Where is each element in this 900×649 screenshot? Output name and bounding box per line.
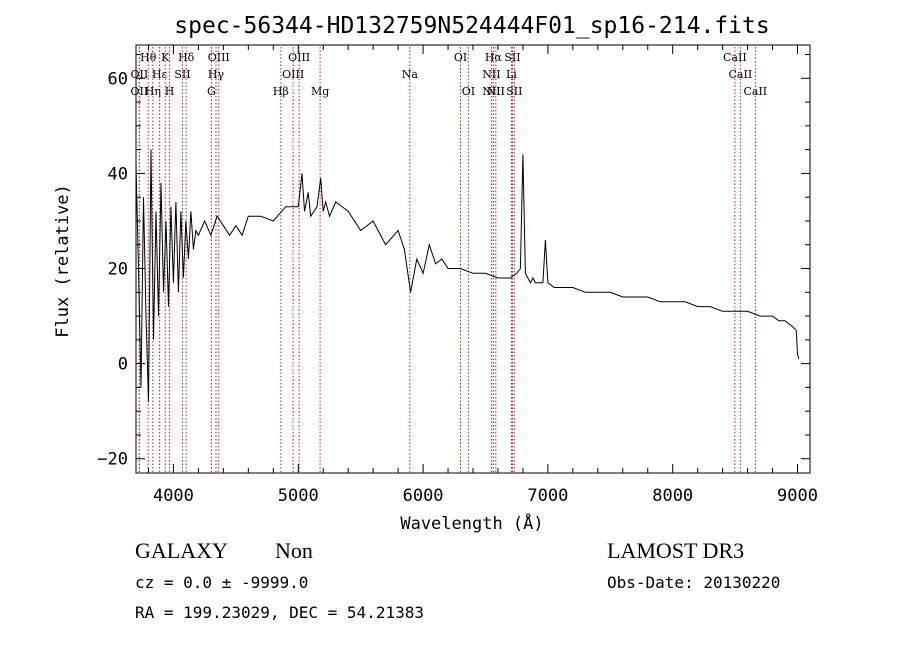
feature-label: CaII <box>723 51 747 64</box>
feature-label: Mg <box>311 85 329 98</box>
redshift-cz: cz = 0.0 ± -9999.0 <box>135 573 309 592</box>
ra-dec-coordinates: RA = 199.23029, DEC = 54.21383 <box>135 603 424 622</box>
feature-label: NII <box>482 85 500 98</box>
x-tick-label: 6000 <box>403 486 444 506</box>
feature-label: Hγ <box>208 68 225 81</box>
x-tick-label: 5000 <box>278 486 319 506</box>
feature-label: NII <box>487 85 505 98</box>
feature-label: Hα <box>485 51 503 64</box>
feature-label: CaII <box>729 68 753 81</box>
x-tick-label: 7000 <box>527 486 568 506</box>
feature-label: Hδ <box>178 51 195 64</box>
x-tick-label: 8000 <box>652 486 693 506</box>
y-tick-label: −20 <box>97 450 128 470</box>
feature-label: OIII <box>288 51 310 64</box>
feature-label: Na <box>402 68 419 81</box>
feature-label: Hθ <box>140 51 157 64</box>
feature-marker-labels: OII OII Hθ Hη Hε K H SII Hδ G Hγ OIII Hβ OIII OIII Mg Na… <box>131 51 768 98</box>
feature-label: K <box>161 51 170 64</box>
feature-label: Hε <box>152 68 168 81</box>
flux-line <box>135 149 800 402</box>
x-tick-label: 4000 <box>153 486 194 506</box>
feature-label: SII <box>174 68 190 81</box>
feature-label: SII <box>506 85 522 98</box>
observation-date: Obs-Date: 20130220 <box>607 573 781 592</box>
chart-title: spec-56344-HD132759N524444F01_sp16-214.f… <box>174 13 769 39</box>
feature-label: SII <box>504 51 520 64</box>
feature-label: NII <box>482 68 500 81</box>
y-tick-label: 60 <box>108 69 128 89</box>
y-tick-label: 20 <box>108 260 128 280</box>
feature-label: OI <box>462 85 475 98</box>
feature-label: Hβ <box>273 85 289 98</box>
survey-release: LAMOST DR3 <box>607 538 745 563</box>
feature-label: CaII <box>743 85 767 98</box>
feature-label: G <box>207 85 216 98</box>
plot-frame <box>135 44 811 474</box>
x-tick-label: 9000 <box>777 486 818 506</box>
y-axis-label: Flux (relative) <box>53 184 73 338</box>
axis-tick-labels: 4000 5000 6000 7000 8000 9000 −20 0 20 40 60 <box>97 69 818 506</box>
feature-label: OII <box>131 68 149 81</box>
axis-ticks <box>136 45 810 473</box>
feature-label: OII <box>131 85 149 98</box>
object-class: GALAXY <box>135 538 228 563</box>
x-axis-label: Wavelength (Å) <box>400 512 543 534</box>
y-tick-label: 40 <box>108 164 128 184</box>
feature-label: Hη <box>145 85 161 98</box>
y-tick-label: 0 <box>118 355 128 375</box>
feature-label: Li <box>506 68 517 81</box>
feature-label: H <box>165 85 175 98</box>
object-subclass: Non <box>275 538 313 563</box>
feature-label: OIII <box>282 68 304 81</box>
feature-label: OI <box>454 51 467 64</box>
feature-marker-lines <box>138 47 756 473</box>
feature-label: OIII <box>208 51 230 64</box>
